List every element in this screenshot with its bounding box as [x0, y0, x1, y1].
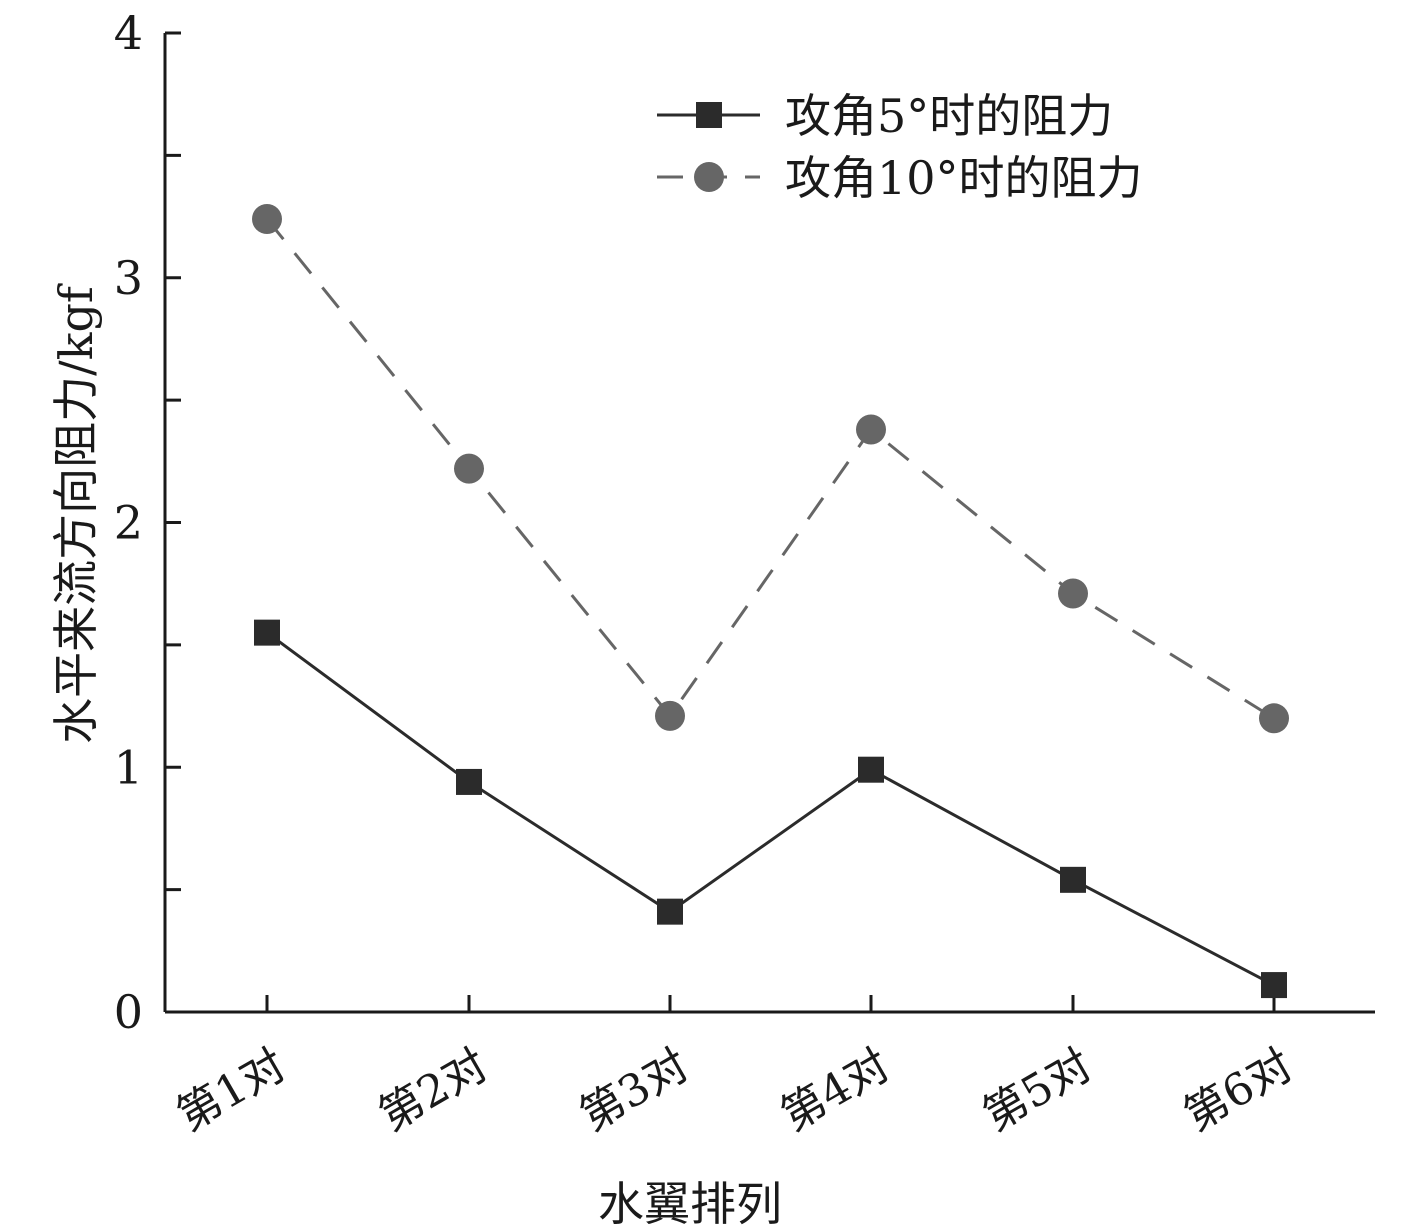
- x-tick-label: 第2对: [371, 1039, 497, 1141]
- data-point-circle: [856, 414, 886, 445]
- data-point-square: [1060, 866, 1086, 893]
- data-point-circle: [454, 453, 484, 484]
- y-tick-label: 1: [114, 740, 143, 794]
- data-point-square: [657, 898, 683, 925]
- y-tick-label: 4: [114, 6, 143, 60]
- series-line-2: [265, 218, 1275, 720]
- legend-marker-square: [696, 102, 722, 128]
- data-point-circle: [1058, 578, 1088, 609]
- legend-label: 攻角5°时的阻力: [785, 89, 1113, 143]
- x-axis-title: 水翼排列: [598, 1177, 782, 1229]
- data-point-circle: [1259, 703, 1289, 734]
- x-tick-label: 第1对: [169, 1039, 295, 1141]
- data-point-square: [456, 768, 482, 795]
- series-line-1: [266, 631, 1275, 987]
- data-point-square: [254, 619, 280, 646]
- data-point-circle: [655, 700, 685, 731]
- y-tick-label: 2: [114, 496, 143, 550]
- data-point-circle: [252, 204, 282, 235]
- x-tick-label: 第6对: [1176, 1039, 1302, 1141]
- series-group: [252, 204, 1289, 999]
- axes: 0 1 2 3 4 第1对 第2对 第3对 第4对 第5对 第6对: [114, 6, 1375, 1142]
- y-tick-label: 0: [114, 985, 143, 1039]
- y-axis-title: 水平来流方向阻力/kgf: [49, 283, 103, 744]
- x-tick-label: 第5对: [975, 1039, 1101, 1141]
- y-tick-label: 3: [114, 251, 143, 305]
- data-point-square: [1261, 972, 1287, 999]
- legend-label: 攻角10°时的阻力: [785, 151, 1143, 205]
- legend-marker-circle: [694, 162, 724, 192]
- x-tick-label: 第3对: [572, 1039, 698, 1141]
- x-tick-label: 第4对: [773, 1039, 899, 1141]
- data-point-square: [858, 756, 884, 783]
